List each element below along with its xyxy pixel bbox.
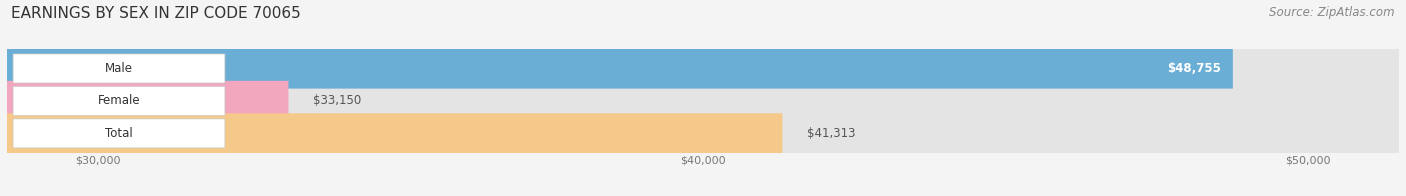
Text: $41,313: $41,313 [807, 127, 855, 140]
FancyBboxPatch shape [13, 86, 225, 115]
FancyBboxPatch shape [7, 48, 1233, 89]
FancyBboxPatch shape [7, 113, 783, 153]
Text: $48,755: $48,755 [1167, 62, 1220, 75]
Text: Male: Male [105, 62, 134, 75]
FancyBboxPatch shape [7, 81, 288, 121]
FancyBboxPatch shape [13, 54, 225, 83]
FancyBboxPatch shape [7, 113, 1399, 153]
Text: $33,150: $33,150 [312, 94, 361, 107]
FancyBboxPatch shape [7, 48, 1399, 89]
Text: EARNINGS BY SEX IN ZIP CODE 70065: EARNINGS BY SEX IN ZIP CODE 70065 [11, 6, 301, 21]
Text: Total: Total [105, 127, 132, 140]
Text: Source: ZipAtlas.com: Source: ZipAtlas.com [1270, 6, 1395, 19]
Text: Female: Female [97, 94, 141, 107]
FancyBboxPatch shape [7, 81, 1399, 121]
FancyBboxPatch shape [13, 119, 225, 148]
